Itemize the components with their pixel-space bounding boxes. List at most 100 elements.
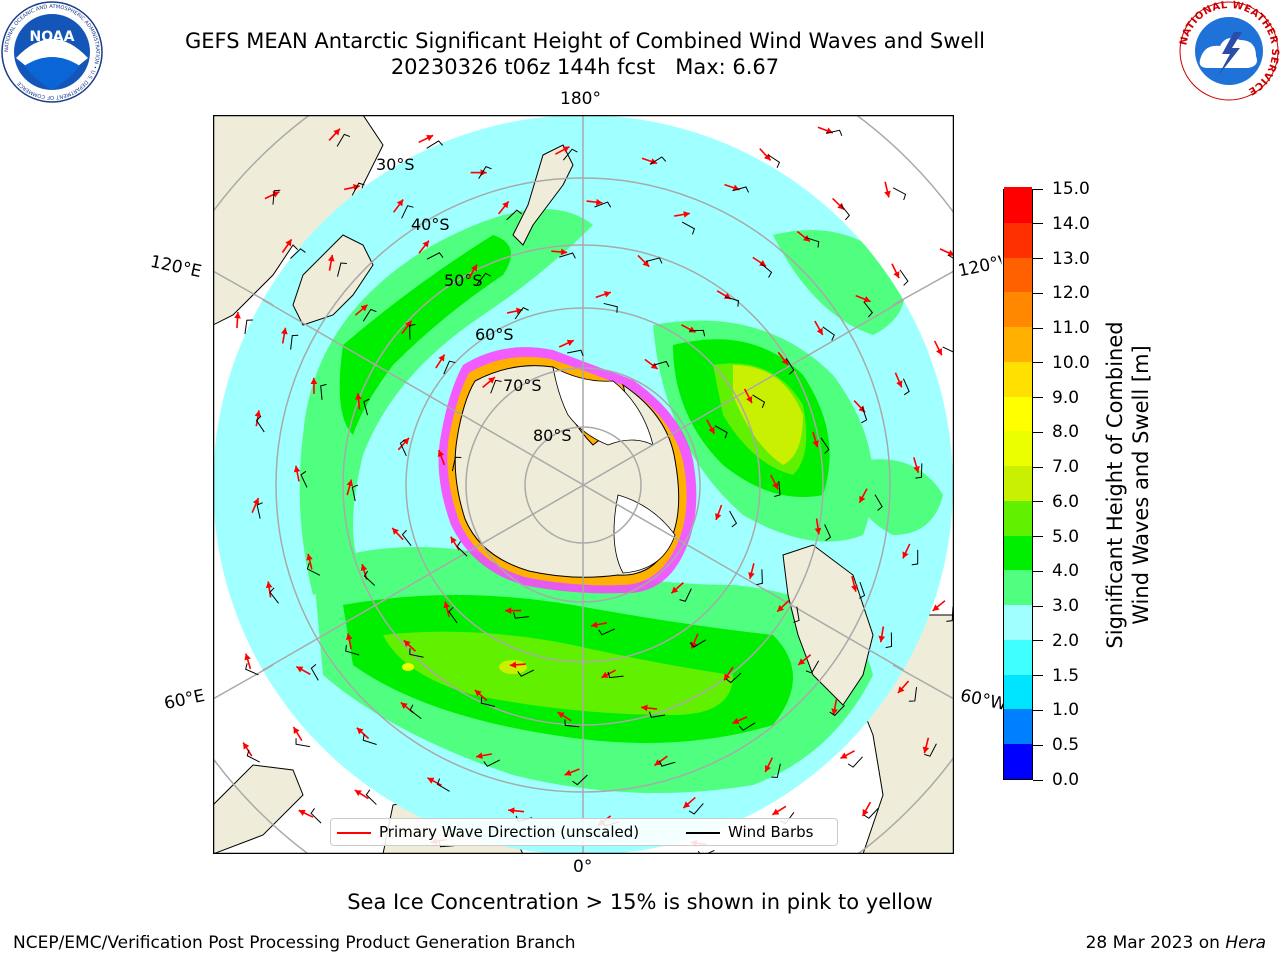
legend-wind-barbs-label: Wind Barbs bbox=[728, 823, 814, 841]
wave-arrow-head bbox=[252, 497, 260, 505]
footer-date-text: 28 Mar 2023 on bbox=[1085, 933, 1226, 953]
lon-label-0: 0° bbox=[573, 857, 593, 877]
wave-arrow-head bbox=[470, 264, 477, 272]
wave-arrow-head bbox=[509, 661, 517, 669]
colorbar-tick-label: 6.0 bbox=[1052, 491, 1080, 512]
wave-arrow-head bbox=[851, 584, 858, 592]
wind-barb bbox=[562, 148, 578, 161]
wave-arrow-head bbox=[837, 202, 845, 210]
wind-barb bbox=[915, 463, 923, 479]
wave-arrow-head bbox=[814, 527, 822, 535]
wind-barb bbox=[269, 587, 279, 604]
colorbar-label-line2: Wind Waves and Swell [m] bbox=[1129, 345, 1153, 625]
wind-barb bbox=[840, 204, 851, 221]
colorbar-segment bbox=[1004, 256, 1032, 293]
wave-arrow-head bbox=[863, 296, 871, 303]
wave-arrow-head bbox=[327, 254, 335, 262]
colorbar-tick-label: 15.0 bbox=[1052, 179, 1090, 199]
wind-barb bbox=[362, 734, 377, 745]
wind-barb bbox=[681, 221, 696, 235]
wind-barb bbox=[517, 669, 535, 677]
wind-barb bbox=[767, 154, 781, 169]
wave-arrow-head bbox=[777, 605, 784, 612]
wave-direction-arrows bbox=[234, 126, 954, 854]
colorbar-segment bbox=[1004, 465, 1032, 501]
colorbar-tick-label: 4.0 bbox=[1052, 561, 1080, 582]
wave-arrow-head bbox=[896, 380, 903, 388]
colorbar-tick bbox=[1033, 605, 1043, 607]
wave-arrow-head bbox=[281, 327, 288, 335]
colorbar-segment bbox=[1004, 674, 1032, 710]
wind-barb bbox=[892, 187, 907, 201]
colorbar bbox=[1003, 187, 1033, 780]
wind-barb bbox=[345, 645, 360, 656]
wave-arrow-head bbox=[293, 465, 301, 473]
wave-arrow-head bbox=[516, 307, 523, 315]
wave-arrow-head bbox=[293, 726, 300, 734]
wind-barb bbox=[924, 743, 937, 757]
wave-arrow-head bbox=[560, 248, 568, 256]
wind-barb bbox=[885, 632, 893, 649]
wind-barb bbox=[310, 664, 319, 681]
wave-arrow-head bbox=[360, 564, 368, 572]
wave-arrow-head bbox=[505, 607, 512, 614]
wave-arrow-head bbox=[650, 362, 658, 370]
wind-barb bbox=[426, 140, 443, 149]
wind-barb bbox=[729, 510, 738, 528]
colorbar-tick-label: 12.0 bbox=[1052, 283, 1090, 304]
wind-barb bbox=[513, 612, 530, 619]
colorbar-tick bbox=[1033, 466, 1043, 468]
wind-barb bbox=[244, 319, 253, 335]
wind-barb bbox=[478, 166, 492, 179]
wave-arrow-head bbox=[243, 742, 250, 750]
wind-barb bbox=[483, 759, 501, 767]
wave-arrow-head bbox=[862, 809, 869, 817]
lon-label-60w: 60°W bbox=[958, 685, 1006, 715]
australia-inner bbox=[292, 234, 374, 326]
map-canvas: 30°S 40°S 50°S 60°S 70°S 80°S bbox=[213, 115, 954, 854]
lat-label-80s: 80°S bbox=[533, 426, 572, 445]
wind-barb bbox=[603, 302, 618, 313]
wind-barb bbox=[679, 588, 692, 602]
wave-arrow-head bbox=[392, 527, 399, 535]
wave-arrow-head bbox=[641, 704, 648, 712]
footer-date: 28 Mar 2023 on Hera bbox=[1086, 933, 1266, 953]
wave-arrow-head bbox=[333, 128, 340, 136]
wave-arrow-head bbox=[356, 727, 364, 735]
wave-arrow-head bbox=[298, 809, 306, 816]
colorbar-segment bbox=[1004, 187, 1032, 223]
wind-barb bbox=[245, 663, 259, 676]
lat-label-50s: 50°S bbox=[444, 271, 483, 290]
colorbar-tick bbox=[1033, 223, 1043, 225]
wind-barb bbox=[902, 378, 910, 396]
colorbar-tick bbox=[1033, 362, 1043, 364]
wave-arrow-head bbox=[798, 658, 806, 665]
wind-barb bbox=[652, 360, 670, 368]
wind-barb bbox=[451, 456, 462, 472]
colorbar-tick bbox=[1033, 292, 1043, 294]
wind-barb bbox=[290, 334, 299, 350]
wind-barb bbox=[793, 606, 800, 623]
wind-barb bbox=[290, 248, 306, 259]
colorbar-tick bbox=[1033, 501, 1043, 503]
colorbar-tick-label: 0.5 bbox=[1052, 735, 1080, 756]
wind-barb bbox=[658, 760, 676, 767]
wind-barb bbox=[480, 697, 495, 708]
colorbar-segment bbox=[1004, 743, 1032, 779]
colorbar-tick-label: 8.0 bbox=[1052, 422, 1080, 443]
colorbar-tick-label: 5.0 bbox=[1052, 526, 1080, 547]
wind-barb bbox=[514, 307, 529, 320]
wave-arrow-head bbox=[502, 201, 509, 209]
footer-credit: NCEP/EMC/Verification Post Processing Pr… bbox=[13, 933, 576, 953]
colorbar-segment bbox=[1004, 535, 1032, 571]
wave-arrow-head bbox=[690, 641, 698, 649]
wave-arrow-head bbox=[360, 304, 368, 312]
wave-arrow-head bbox=[557, 712, 565, 719]
wind-barb bbox=[300, 470, 308, 488]
wind-barb bbox=[648, 711, 666, 718]
wind-barb bbox=[607, 671, 624, 679]
wave-arrow-head bbox=[732, 717, 740, 724]
colorbar-label-line1: Significant Height of Combined bbox=[1103, 321, 1127, 649]
wind-barb bbox=[774, 480, 781, 497]
wind-barb bbox=[436, 778, 450, 792]
